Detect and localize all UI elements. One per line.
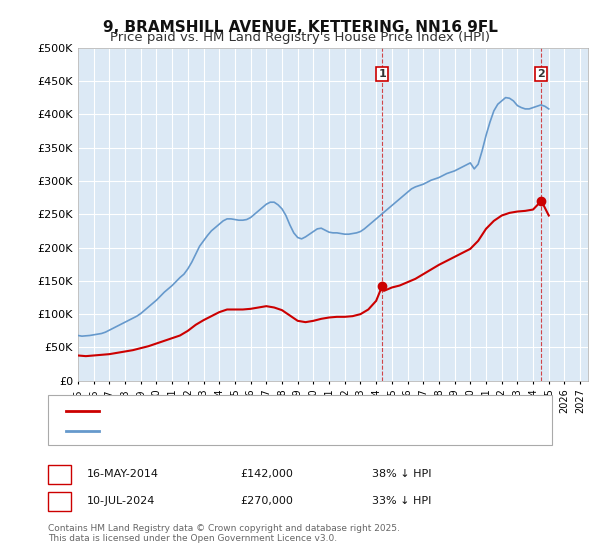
Text: 1: 1 — [378, 69, 386, 80]
Text: 38% ↓ HPI: 38% ↓ HPI — [372, 469, 431, 479]
Text: £270,000: £270,000 — [240, 496, 293, 506]
Text: Price paid vs. HM Land Registry's House Price Index (HPI): Price paid vs. HM Land Registry's House … — [110, 31, 490, 44]
Text: 9, BRAMSHILL AVENUE, KETTERING, NN16 9FL: 9, BRAMSHILL AVENUE, KETTERING, NN16 9FL — [103, 20, 497, 35]
Text: 1: 1 — [56, 469, 63, 479]
Text: £142,000: £142,000 — [240, 469, 293, 479]
Text: 10-JUL-2024: 10-JUL-2024 — [87, 496, 155, 506]
Text: HPI: Average price, detached house, North Northamptonshire: HPI: Average price, detached house, Nort… — [105, 426, 425, 436]
Text: 2: 2 — [538, 69, 545, 80]
Text: Contains HM Land Registry data © Crown copyright and database right 2025.
This d: Contains HM Land Registry data © Crown c… — [48, 524, 400, 543]
Text: 16-MAY-2014: 16-MAY-2014 — [87, 469, 159, 479]
Text: 9, BRAMSHILL AVENUE, KETTERING, NN16 9FL (detached house): 9, BRAMSHILL AVENUE, KETTERING, NN16 9FL… — [105, 406, 439, 416]
Text: 2: 2 — [56, 496, 63, 506]
Text: 33% ↓ HPI: 33% ↓ HPI — [372, 496, 431, 506]
